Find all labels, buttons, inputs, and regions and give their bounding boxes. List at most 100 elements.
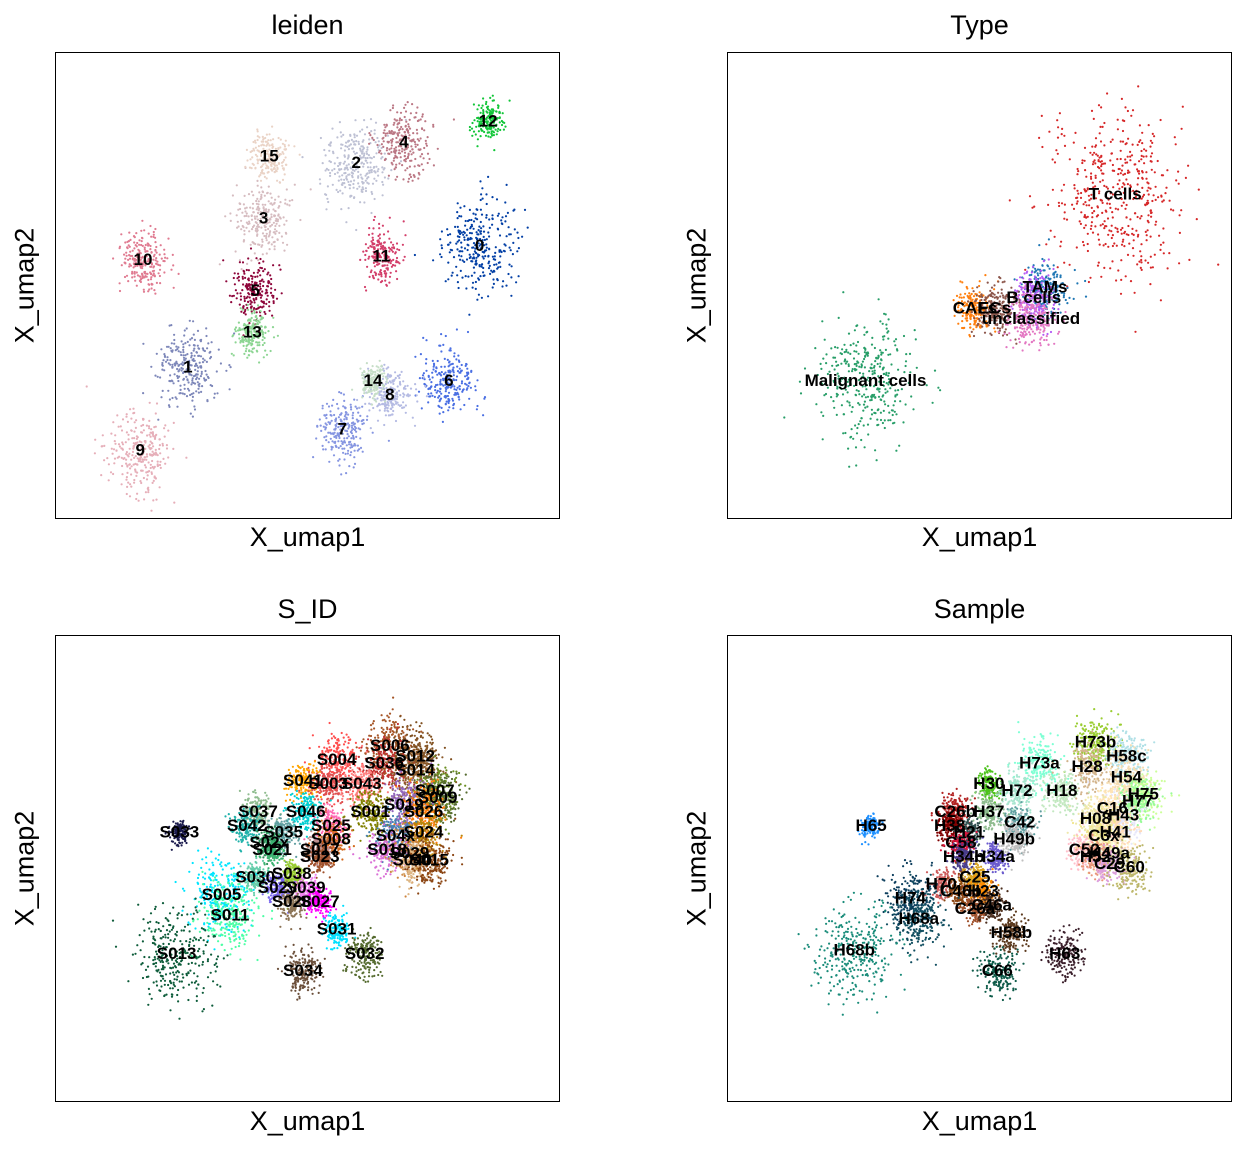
data-point [127,455,130,458]
data-point [459,206,462,209]
data-point [1094,225,1097,228]
data-point [486,107,489,111]
data-point [142,261,145,264]
data-point [284,156,287,159]
data-point [329,410,332,413]
data-point [1038,293,1041,296]
data-point [264,212,267,215]
data-point [1149,283,1152,286]
data-point [965,319,968,322]
data-point [343,399,346,402]
data-point [1037,274,1040,277]
data-point [189,364,192,367]
data-point [994,317,997,320]
data-point [388,148,391,151]
data-point [383,270,386,273]
data-point [1111,193,1115,196]
data-point [422,168,425,171]
data-point [244,210,247,213]
data-point [209,357,212,360]
data-point [176,405,179,408]
data-point [126,247,129,250]
data-point [354,405,357,408]
data-point [373,378,376,381]
data-point [267,185,270,188]
data-point [319,136,322,140]
point-cloud [783,85,1220,468]
data-point [128,231,131,234]
data-point [474,217,477,220]
data-point [1045,275,1048,278]
data-point [249,247,253,250]
data-point [396,277,399,281]
data-point [253,282,256,285]
data-point [391,138,394,141]
data-point [357,176,360,179]
data-point [173,342,176,345]
data-point [461,276,464,279]
data-point [381,166,384,169]
data-point [469,386,472,389]
data-point [374,381,377,384]
data-point [396,111,399,114]
data-point [391,264,394,267]
data-point [131,450,135,453]
data-point [1136,263,1139,266]
data-point [372,227,375,230]
data-point [163,427,166,430]
data-point [250,312,254,315]
data-point [472,220,476,223]
data-point [487,123,490,126]
data-point [94,438,97,441]
data-point [458,215,461,218]
data-point [192,333,195,336]
data-point [419,137,422,140]
data-point [458,367,461,370]
data-point [390,241,393,244]
data-point [257,145,260,148]
data-point [149,466,152,470]
data-point [353,133,356,136]
data-point [321,444,324,447]
data-point [1045,285,1049,288]
data-point [159,376,162,379]
data-point [485,214,488,217]
data-point [142,342,145,345]
data-point [447,409,450,412]
data-point [155,433,158,436]
data-point [261,253,264,256]
data-point [413,175,416,178]
data-point [1082,203,1085,206]
data-point [361,156,364,159]
data-point [249,303,252,306]
data-point [508,233,511,236]
data-point [126,485,129,488]
data-point [397,374,400,377]
data-point [1138,197,1141,200]
data-point [477,117,481,120]
data-point [1133,212,1137,215]
data-point [1026,270,1029,273]
data-point [471,121,474,125]
data-point [458,360,461,363]
data-point [127,438,130,441]
data-point [415,128,418,131]
data-point [1053,289,1056,292]
data-point [179,384,182,387]
data-point [385,381,388,384]
cluster-label: 4 [399,132,409,151]
data-point [193,347,196,350]
data-point [358,130,362,133]
data-point [341,183,344,186]
data-point [1040,295,1043,298]
data-point [133,275,136,278]
data-point [384,132,387,135]
data-point [121,464,124,468]
data-point [368,142,371,145]
cluster-label: 14 [364,371,383,390]
data-point [182,378,185,381]
data-point [504,201,507,204]
data-point [384,251,387,254]
data-point [253,149,256,152]
data-point [137,248,140,251]
